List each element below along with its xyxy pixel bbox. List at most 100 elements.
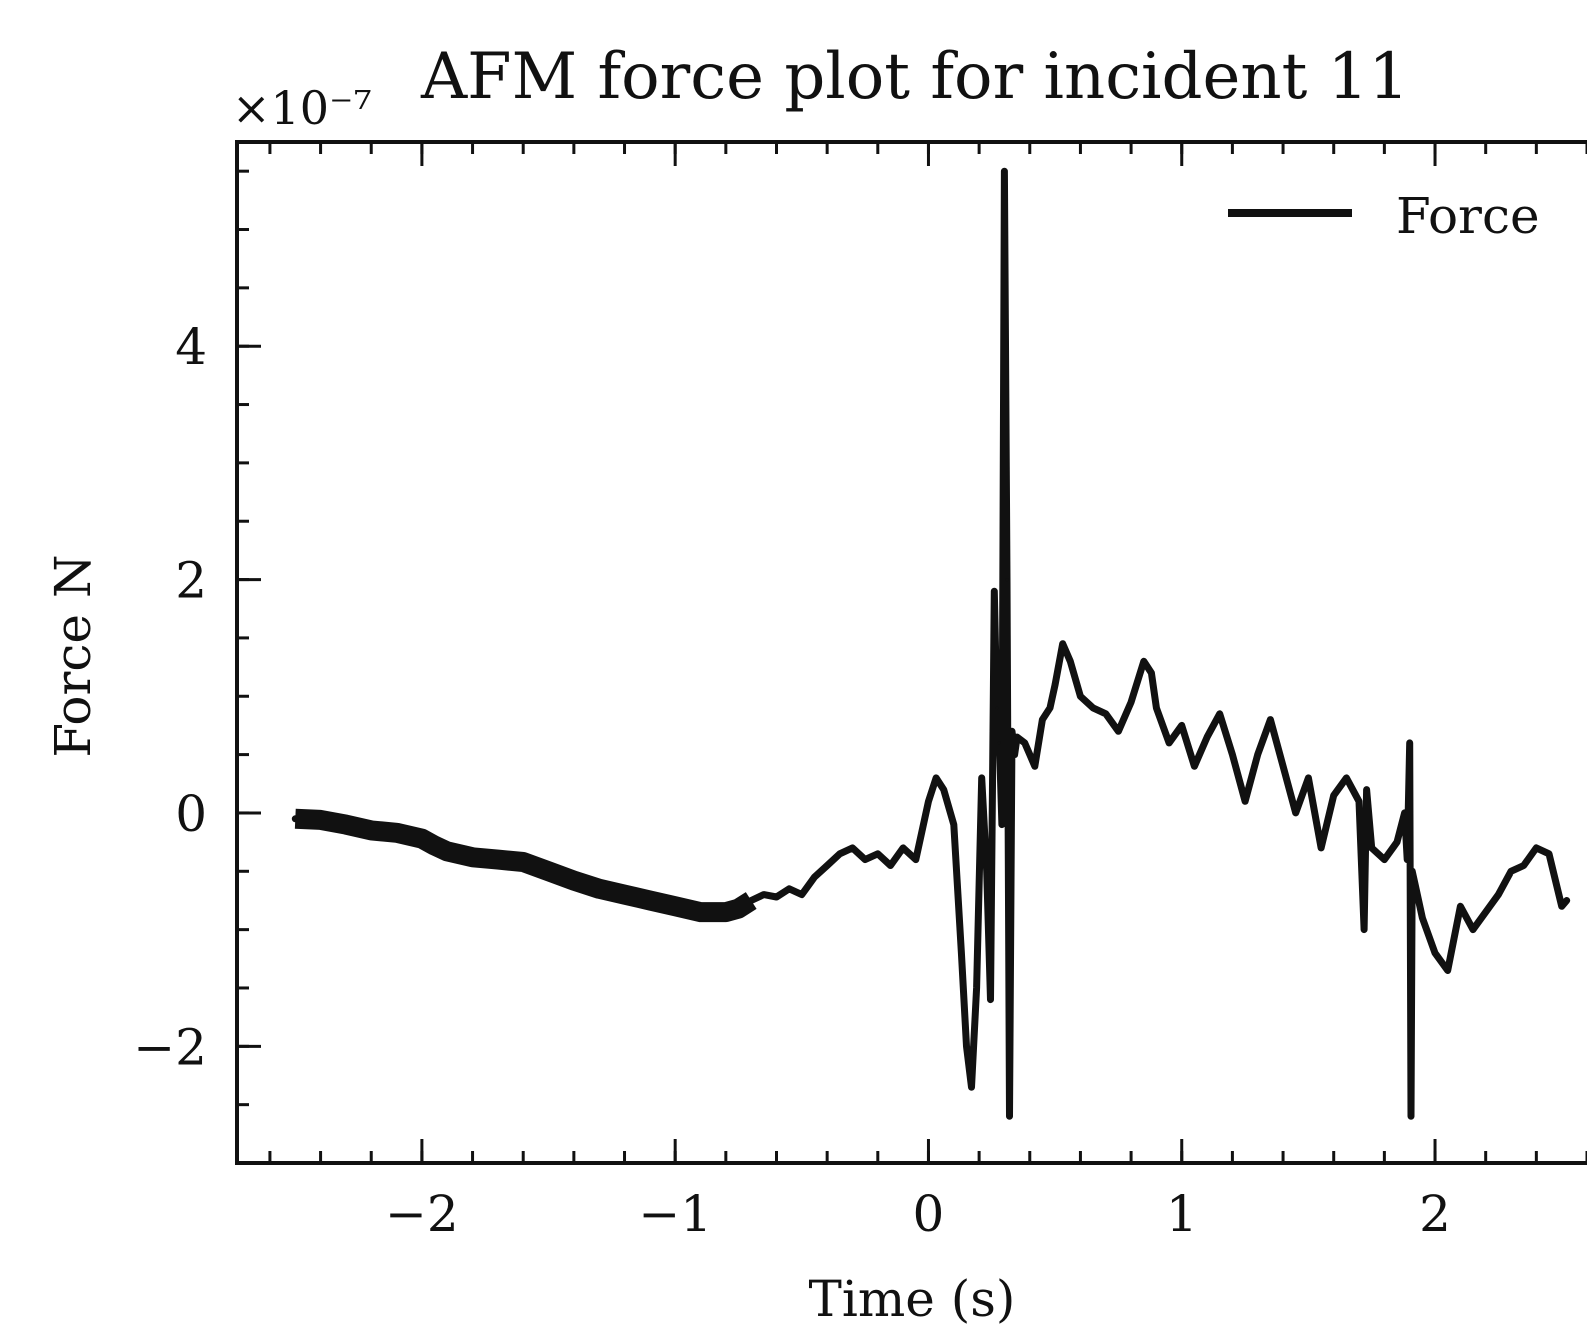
data-point: [1332, 793, 1336, 797]
y-tick-label: −2: [133, 1018, 207, 1076]
x-tick-label: 2: [1419, 1185, 1451, 1243]
data-point: [1028, 753, 1032, 757]
data-point: [901, 846, 905, 850]
data-point: [1365, 788, 1369, 792]
y-axis-offset-label: ×10⁻⁷: [232, 81, 372, 135]
data-point: [1048, 706, 1052, 710]
data-point: [959, 951, 963, 955]
data-point: [934, 776, 938, 780]
data-point: [1010, 729, 1014, 733]
data-point: [1116, 729, 1120, 733]
data-point: [851, 846, 854, 850]
data-point: [980, 776, 984, 780]
y-axis-label: Force N: [44, 554, 102, 757]
data-point: [1446, 969, 1450, 972]
series-line-force: [291, 167, 1571, 1120]
legend: Force: [1228, 187, 1540, 245]
data-point: [1167, 741, 1171, 745]
data-point: [927, 799, 930, 803]
x-tick-label: −2: [385, 1185, 459, 1243]
data-point: [1000, 823, 1004, 827]
axis-ticks: −2 −1 0 1 2 −2 0 2 4: [133, 142, 1587, 1243]
data-point: [1154, 706, 1158, 710]
data-point: [1281, 764, 1285, 768]
data-point: [992, 589, 996, 593]
data-point: [970, 1085, 973, 1089]
data-point: [975, 986, 979, 990]
data-point: [1142, 659, 1146, 663]
data-point: [1362, 928, 1366, 932]
data-point: [1433, 951, 1437, 955]
data-point: [1053, 683, 1057, 687]
data-point: [1294, 811, 1298, 815]
data-point: [989, 998, 992, 1002]
data-point: [1230, 753, 1234, 757]
legend-label-force: Force: [1396, 187, 1540, 245]
data-point: [838, 852, 842, 856]
data-point: [1395, 840, 1399, 844]
data-point: [1013, 753, 1017, 757]
data-point: [1268, 718, 1272, 722]
data-point: [1471, 928, 1475, 932]
data-point: [965, 1044, 968, 1048]
data-point: [1040, 718, 1044, 722]
data-point: [995, 706, 999, 710]
data-point: [1484, 910, 1488, 914]
data-point: [775, 895, 778, 899]
data-point: [825, 864, 829, 867]
data-point: [1458, 904, 1462, 908]
data-point: [985, 869, 989, 873]
data-point: [1409, 1114, 1413, 1118]
series-group: [291, 167, 1571, 1120]
data-point: [1149, 671, 1153, 675]
data-point: [1306, 776, 1310, 780]
data-point: [1382, 858, 1386, 862]
data-point: [1534, 846, 1538, 850]
data-point: [813, 875, 816, 879]
data-point: [1319, 846, 1323, 850]
data-point: [1370, 846, 1374, 850]
data-point: [1005, 578, 1009, 582]
data-point: [889, 864, 892, 867]
data-point: [1403, 811, 1407, 815]
data-point: [1405, 858, 1409, 862]
data-point: [1104, 712, 1108, 716]
data-point: [1002, 169, 1006, 173]
data-point: [952, 823, 956, 827]
data-point: [1560, 904, 1564, 908]
data-point: [863, 858, 867, 862]
data-point: [1205, 735, 1209, 739]
x-tick-label: 1: [1166, 1185, 1198, 1243]
data-point: [1344, 776, 1348, 780]
data-point: [1015, 735, 1019, 739]
data-point: [914, 858, 918, 862]
data-point: [942, 788, 946, 792]
data-point: [1023, 741, 1027, 745]
data-point: [1091, 706, 1095, 710]
data-point: [1068, 659, 1072, 663]
data-point: [1256, 753, 1260, 757]
data-point: [1420, 916, 1424, 920]
data-point: [1078, 694, 1082, 698]
data-point: [1180, 723, 1184, 727]
data-point: [800, 893, 804, 897]
data-point: [1547, 852, 1551, 856]
x-tick-label: −1: [638, 1185, 712, 1243]
data-point: [1218, 712, 1222, 716]
data-point: [1192, 764, 1196, 768]
y-tick-label: 0: [175, 785, 207, 843]
data-point: [1008, 1114, 1011, 1118]
chart-title: AFM force plot for incident 11: [420, 40, 1409, 114]
x-axis-label: Time (s): [809, 1270, 1016, 1328]
y-tick-label: 4: [175, 318, 207, 376]
data-point: [1033, 764, 1037, 768]
data-point: [1522, 864, 1526, 867]
x-tick-label: 0: [913, 1185, 945, 1243]
data-point: [1565, 899, 1569, 902]
data-point: [1408, 741, 1412, 745]
data-point: [1509, 869, 1513, 873]
plot-frame: [235, 140, 1587, 1165]
data-point: [1357, 799, 1361, 803]
y-tick-label: 2: [175, 552, 207, 610]
